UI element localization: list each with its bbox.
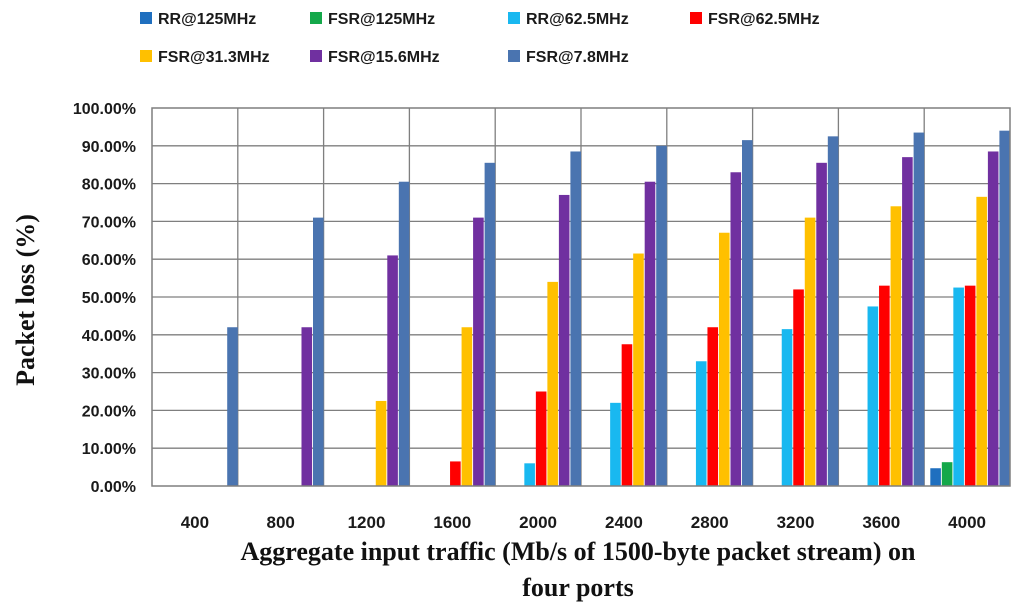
x-axis-ticks: 400 800 1200 1600 2000 2400 2800 3200 3600 4000 (181, 513, 986, 532)
y-tick-label: 80.00% (82, 177, 136, 194)
legend-swatch (690, 12, 702, 24)
y-tick-label: 30.00% (82, 366, 136, 383)
bar-fsr-7-8mhz-2000 (570, 151, 581, 486)
bar-rr-62-5mhz-3600 (867, 306, 879, 486)
bar-fsr-62-5mhz-4000 (964, 285, 976, 486)
legend-swatch (310, 50, 322, 62)
bar-fsr-7-8mhz-3200 (827, 136, 839, 486)
x-tick-label: 3200 (777, 513, 815, 532)
bar-fsr-62-5mhz-2400 (621, 344, 633, 486)
bar-fsr-31-3mhz-1600 (461, 327, 473, 486)
y-tick-label: 60.00% (82, 252, 136, 269)
x-tick-label: 2400 (605, 513, 643, 532)
bar-rr-62-5mhz-2400 (610, 402, 621, 486)
bar-fsr-15-6mhz-1600 (473, 217, 484, 486)
legend-item: FSR@62.5MHz (690, 11, 820, 28)
x-tick-label: 2800 (691, 513, 729, 532)
legend-swatch (310, 12, 322, 24)
bar-fsr-62-5mhz-2000 (535, 391, 547, 486)
x-tick-label: 1200 (348, 513, 386, 532)
legend-swatch (140, 12, 152, 24)
legend-swatch (508, 50, 520, 62)
bar-fsr-31-3mhz-3200 (804, 217, 816, 486)
legend-item: FSR@125MHz (310, 11, 435, 28)
bar-fsr-7-8mhz-2400 (656, 145, 667, 487)
x-axis-title-line1: Aggregate input traffic (Mb/s of 1500-by… (241, 537, 916, 566)
bar-fsr-7-8mhz-1200 (398, 181, 410, 486)
bar-rr-62-5mhz-2000 (524, 463, 535, 486)
legend-swatch (140, 50, 152, 62)
legend-label: FSR@7.8MHz (526, 49, 629, 66)
bar-fsr-15-6mhz-2400 (644, 181, 656, 486)
bar-fsr-31-3mhz-2000 (547, 281, 558, 486)
legend-label: FSR@62.5MHz (708, 11, 820, 28)
y-axis-title: Packet loss (%) (11, 214, 40, 386)
bar-fsr-15-6mhz-1200 (387, 255, 398, 486)
bar-fsr-31-3mhz-1200 (375, 400, 387, 486)
legend-item: FSR@31.3MHz (140, 49, 270, 66)
legend-label: FSR@15.6MHz (328, 49, 440, 66)
bar-fsr-62-5mhz-2800 (707, 327, 719, 486)
bar-fsr-7-8mhz-400 (227, 327, 238, 486)
legend-label: FSR@125MHz (328, 11, 435, 28)
bar-fsr-31-3mhz-3600 (890, 206, 902, 486)
x-tick-label: 2000 (519, 513, 557, 532)
x-axis-title-line2: four ports (522, 573, 633, 602)
x-tick-label: 3600 (862, 513, 900, 532)
legend-item: RR@125MHz (140, 11, 256, 28)
y-axis-ticks: 0.00% 10.00% 20.00% 30.00% 40.00% 50.00% 60.00… (73, 101, 136, 496)
bar-fsr-15-6mhz-3200 (816, 162, 827, 486)
bar-rr-62-5mhz-4000 (953, 287, 964, 486)
y-tick-label: 100.00% (73, 101, 136, 118)
bar-fsr-7-8mhz-2800 (742, 140, 753, 486)
y-tick-label: 70.00% (82, 214, 136, 231)
bar-fsr-15-6mhz-800 (301, 327, 313, 486)
bar-fsr-15-6mhz-2000 (558, 194, 570, 486)
legend-item: RR@62.5MHz (508, 11, 629, 28)
bar-fsr-62-5mhz-1600 (450, 461, 461, 486)
bar-rr-62-5mhz-3200 (781, 329, 793, 486)
x-tick-label: 1600 (433, 513, 471, 532)
bar-fsr-62-5mhz-3600 (879, 285, 890, 486)
legend-label: FSR@31.3MHz (158, 49, 270, 66)
bar-fsr-62-5mhz-3200 (793, 289, 804, 486)
x-tick-label: 800 (267, 513, 295, 532)
bar-fsr-125mhz-4000 (941, 462, 953, 486)
legend: RR@125MHz FSR@125MHz RR@62.5MHz FSR@62.5MHz… (140, 11, 820, 66)
bar-fsr-31-3mhz-4000 (976, 196, 987, 486)
bar-fsr-31-3mhz-2400 (633, 253, 644, 486)
bar-rr-62-5mhz-2800 (695, 361, 707, 486)
legend-label: RR@62.5MHz (526, 11, 629, 28)
legend-label: RR@125MHz (158, 11, 256, 28)
plot-frame (151, 107, 1011, 487)
legend-item: FSR@15.6MHz (310, 49, 440, 66)
y-tick-label: 40.00% (82, 328, 136, 345)
bar-rr-125mhz-4000 (930, 468, 941, 486)
legend-item: FSR@7.8MHz (508, 49, 629, 66)
bar-fsr-7-8mhz-800 (313, 217, 324, 486)
y-tick-label: 20.00% (82, 403, 136, 420)
bar-fsr-15-6mhz-3600 (902, 157, 913, 486)
bar-fsr-7-8mhz-1600 (484, 162, 496, 486)
legend-swatch (508, 12, 520, 24)
bar-fsr-15-6mhz-4000 (987, 151, 999, 486)
bar-fsr-7-8mhz-4000 (999, 130, 1010, 486)
y-tick-label: 50.00% (82, 290, 136, 307)
x-tick-label: 400 (181, 513, 209, 532)
y-tick-label: 90.00% (82, 139, 136, 156)
bar-fsr-7-8mhz-3600 (913, 132, 925, 486)
bar-fsr-15-6mhz-2800 (730, 172, 742, 486)
y-tick-label: 0.00% (91, 479, 136, 496)
bars (227, 130, 1010, 487)
x-tick-label: 4000 (948, 513, 986, 532)
bar-fsr-31-3mhz-2800 (718, 232, 730, 486)
y-tick-label: 10.00% (82, 441, 136, 458)
